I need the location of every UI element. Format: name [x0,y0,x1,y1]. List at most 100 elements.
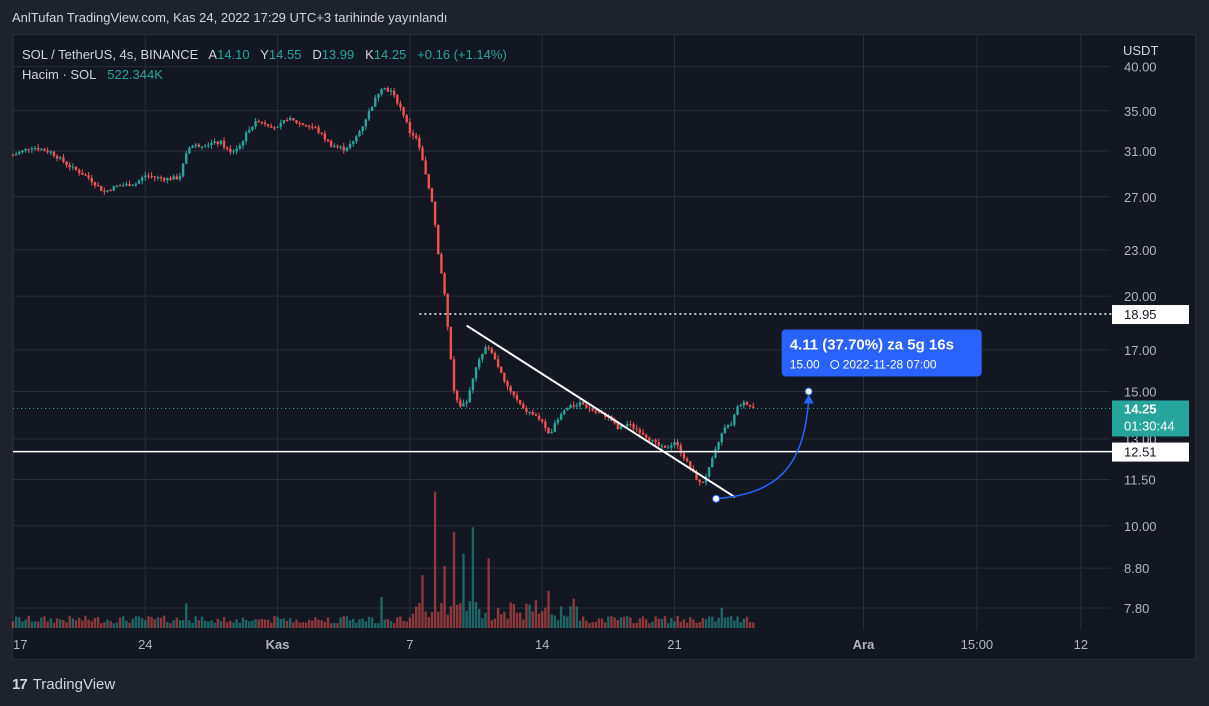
x-tick-label: 12 [1074,637,1088,652]
candle-body [339,146,342,148]
candle-body [326,139,330,141]
candle-body [122,185,125,187]
y-tick-label: 20.00 [1124,289,1157,304]
volume-bar [544,607,547,628]
candle-body [207,145,210,147]
candle-body [481,353,484,360]
candle-body [730,424,733,426]
volume-bar [578,620,582,628]
volume-bar [415,606,418,628]
volume-bar [478,608,481,628]
volume-bar [648,623,651,628]
x-tick-label: 15:00 [961,637,994,652]
volume-bar [430,612,434,628]
volume-bar [311,620,314,628]
candle-body [396,95,399,104]
volume-bar [449,606,453,628]
volume-bar [733,620,736,628]
volume-bar [292,622,295,628]
volume-bar [345,616,349,628]
candle-body [203,146,207,148]
candle-body [471,378,475,391]
candle-body [547,427,550,434]
volume-bar [323,621,327,628]
candle-body [55,155,59,159]
footer-brand: TradingView [32,676,116,693]
candle-body [11,155,15,157]
candle-body [172,176,175,180]
volume-bar [742,618,745,628]
candle-body [695,472,698,480]
candle-body [541,419,544,422]
volume-bar [301,622,304,628]
candle-body [169,177,172,180]
legend-symbol[interactable]: SOL / TetherUS, 4s, BINANCE [22,47,199,62]
volume-bar [370,617,374,628]
x-tick-label: Ara [853,637,875,652]
candle-body [437,224,440,255]
volume-bar [90,621,93,628]
candle-body [459,400,462,407]
candle-body [619,425,623,429]
candle-body [323,133,327,140]
volume-bar [352,618,355,628]
volume-bar [667,623,670,628]
volume-bar [550,614,553,628]
candle-body [65,161,68,165]
candle-body [518,399,522,404]
volume-bar [30,621,34,628]
y-tick-label: 17.00 [1124,343,1157,358]
volume-bar [333,623,336,628]
projection-label-line1: 4.11 (37.70%) za 5g 16s [790,336,954,353]
candle-body [59,157,62,159]
candle-body [424,160,427,175]
volume-bar [635,622,638,628]
candle-body [210,143,213,146]
candle-body [421,147,424,161]
candle-body [163,178,166,181]
candle-body [33,147,37,149]
candle-body [663,445,667,448]
candle-body [515,395,519,400]
candle-body [534,414,538,416]
volume-bar [484,612,487,628]
candle-body [465,402,468,404]
candle-body [667,447,670,449]
candle-body [736,406,739,415]
candle-body [304,124,308,126]
candle-body [415,135,418,139]
candle-body [238,145,241,149]
candle-body [635,428,638,430]
volume-bar [71,618,75,628]
volume-bar [216,618,219,628]
volume-bar [374,623,377,628]
volume-bar [147,616,150,628]
volume-bar [273,615,276,628]
volume-bar [739,622,742,628]
candle-body [153,176,156,178]
candle-body [131,185,134,187]
volume-bar [748,622,752,628]
y-tick-label: 31.00 [1124,144,1157,159]
candle-body [490,348,493,353]
candle-body [96,185,100,187]
legend-volume-label[interactable]: Hacim · SOL [22,67,97,82]
candle-body [197,144,201,147]
volume-bar [418,602,421,628]
candle-body [292,117,295,121]
candle-body [43,149,46,151]
legend-low-label: D [312,47,322,62]
volume-bar [320,620,323,628]
candle-body [115,185,119,187]
volume-bar [210,620,213,628]
candle-body [219,140,223,145]
volume-bar [279,618,282,628]
volume-bar [541,611,544,628]
volume-bar [638,618,642,628]
candle-body [411,133,415,136]
candle-body [377,94,380,98]
volume-bar [103,622,106,628]
volume-bar [364,621,367,628]
y-tick-label: 35.00 [1124,104,1157,119]
